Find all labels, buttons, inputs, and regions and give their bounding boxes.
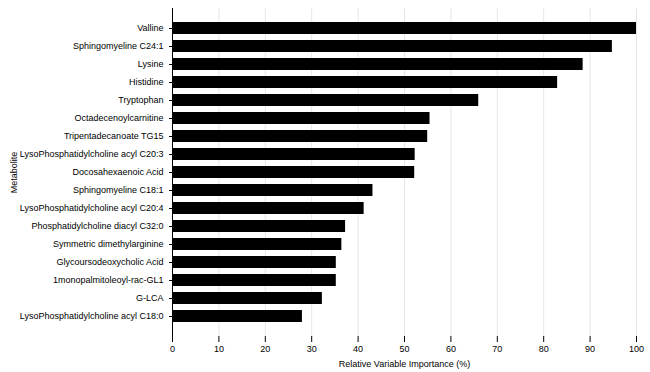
svg-text:30: 30 — [307, 344, 317, 354]
svg-text:40: 40 — [353, 344, 363, 354]
svg-text:Sphingomyeline C18:1: Sphingomyeline C18:1 — [73, 185, 164, 195]
svg-text:Tripentadecanoate TG15: Tripentadecanoate TG15 — [64, 131, 164, 141]
svg-text:90: 90 — [585, 344, 595, 354]
svg-text:LysoPhosphatidylcholine acyl C: LysoPhosphatidylcholine acyl C20:3 — [20, 149, 164, 159]
svg-text:G-LCA: G-LCA — [136, 293, 164, 303]
svg-text:Tryptophan: Tryptophan — [118, 95, 163, 105]
svg-text:Sphingomyeline C24:1: Sphingomyeline C24:1 — [73, 41, 164, 51]
svg-text:LysoPhosphatidylcholine acyl C: LysoPhosphatidylcholine acyl C18:0 — [20, 311, 164, 321]
svg-text:80: 80 — [539, 344, 549, 354]
svg-text:100: 100 — [629, 344, 644, 354]
svg-text:Metabolite: Metabolite — [9, 152, 19, 194]
svg-text:Histidine: Histidine — [129, 77, 164, 87]
svg-text:Relative Variable Importance (: Relative Variable Importance (%) — [339, 359, 470, 369]
svg-text:10: 10 — [214, 344, 224, 354]
svg-text:Octadecenoylcarnitine: Octadecenoylcarnitine — [74, 113, 163, 123]
svg-text:Lysine: Lysine — [138, 59, 164, 69]
svg-text:1monopalmitoleoyl-rac-GL1: 1monopalmitoleoyl-rac-GL1 — [53, 275, 164, 285]
svg-text:LysoPhosphatidylcholine acyl C: LysoPhosphatidylcholine acyl C20:4 — [20, 203, 164, 213]
svg-text:70: 70 — [492, 344, 502, 354]
svg-text:Glycoursodeoxycholic Acid: Glycoursodeoxycholic Acid — [56, 257, 163, 267]
svg-text:50: 50 — [399, 344, 409, 354]
svg-text:Docosahexaenoic Acid: Docosahexaenoic Acid — [72, 167, 163, 177]
svg-text:60: 60 — [446, 344, 456, 354]
svg-text:Valline: Valline — [137, 23, 163, 33]
svg-text:Phosphatidylcholine diacyl C32: Phosphatidylcholine diacyl C32:0 — [31, 221, 163, 231]
svg-text:Symmetric dimethylarginine: Symmetric dimethylarginine — [53, 239, 164, 249]
svg-text:20: 20 — [260, 344, 270, 354]
svg-text:0: 0 — [170, 344, 175, 354]
